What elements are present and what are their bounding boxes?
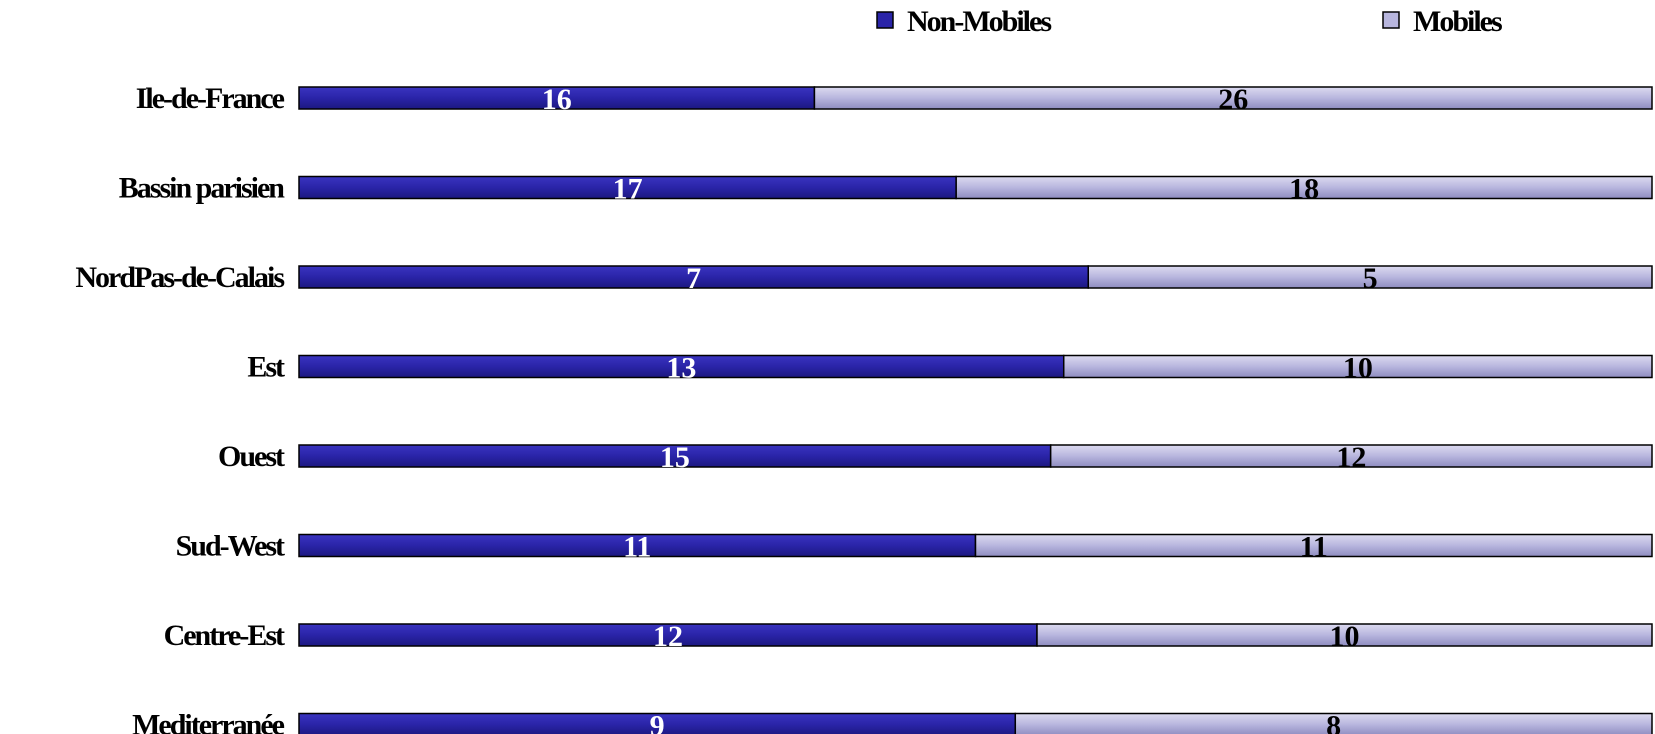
value-label-mobiles-bassin-parisien: 18 (1289, 173, 1319, 206)
value-label-mobiles-ile-de-france: 26 (1218, 83, 1248, 116)
bar-mobiles-sud-west (974, 533, 1653, 558)
legend-swatch-non-mobiles (876, 11, 894, 29)
category-label-mediterranee: Mediterranée (132, 709, 285, 734)
bar-mobiles-nordpas-de-calais (1087, 265, 1653, 289)
value-label-non-mobiles-centre-est: 12 (653, 620, 683, 653)
category-label-est: Est (247, 351, 285, 384)
category-label-ouest: Ouest (218, 440, 285, 473)
bar-mobiles-mediterranee (1014, 712, 1653, 734)
category-label-centre-est: Centre-Est (164, 619, 285, 652)
value-labels: 16 26 17 18 7 5 13 10 15 12 11 11 12 10 9 8 (542, 83, 1378, 734)
legend: Non-Mobiles Mobiles (876, 5, 1504, 38)
value-label-mobiles-mediterranee: 8 (1326, 710, 1341, 734)
value-label-mobiles-ouest: 12 (1336, 441, 1366, 474)
category-label-bassin-parisien: Bassin parisien (119, 172, 286, 205)
legend-label-non-mobiles: Non-Mobiles (907, 5, 1051, 38)
bar-mobiles-ouest (1049, 444, 1653, 468)
category-label-sud-west: Sud-West (176, 530, 285, 563)
category-labels: Ile-de-France Bassin parisien NordPas-de-C… (75, 82, 287, 734)
legend-swatch-mobiles (1382, 11, 1400, 29)
value-label-non-mobiles-est: 13 (666, 352, 696, 385)
bar-mobiles-ile-de-france (813, 86, 1653, 110)
value-label-mobiles-nordpas-de-calais: 5 (1363, 262, 1378, 295)
bar-mobiles-centre-est (1036, 623, 1653, 647)
value-label-non-mobiles-ile-de-france: 16 (542, 83, 572, 116)
category-label-ile-de-france: Ile-de-France (136, 82, 285, 115)
value-label-mobiles-sud-west: 11 (1300, 531, 1328, 564)
value-label-non-mobiles-sud-west: 11 (623, 531, 651, 564)
bar-mobiles-est (1062, 354, 1653, 379)
value-label-non-mobiles-bassin-parisien: 17 (613, 173, 643, 206)
value-label-mobiles-centre-est: 10 (1330, 620, 1360, 653)
bars (298, 86, 1653, 734)
value-label-non-mobiles-ouest: 15 (660, 441, 690, 474)
value-label-non-mobiles-mediterranee: 9 (650, 710, 665, 734)
bar-mobiles-bassin-parisien (955, 175, 1653, 200)
legend-label-mobiles: Mobiles (1413, 5, 1502, 38)
value-label-non-mobiles-nordpas-de-calais: 7 (686, 262, 701, 295)
category-label-nordpas-de-calais: NordPas-de-Calais (75, 261, 284, 294)
value-label-mobiles-est: 10 (1343, 352, 1373, 385)
